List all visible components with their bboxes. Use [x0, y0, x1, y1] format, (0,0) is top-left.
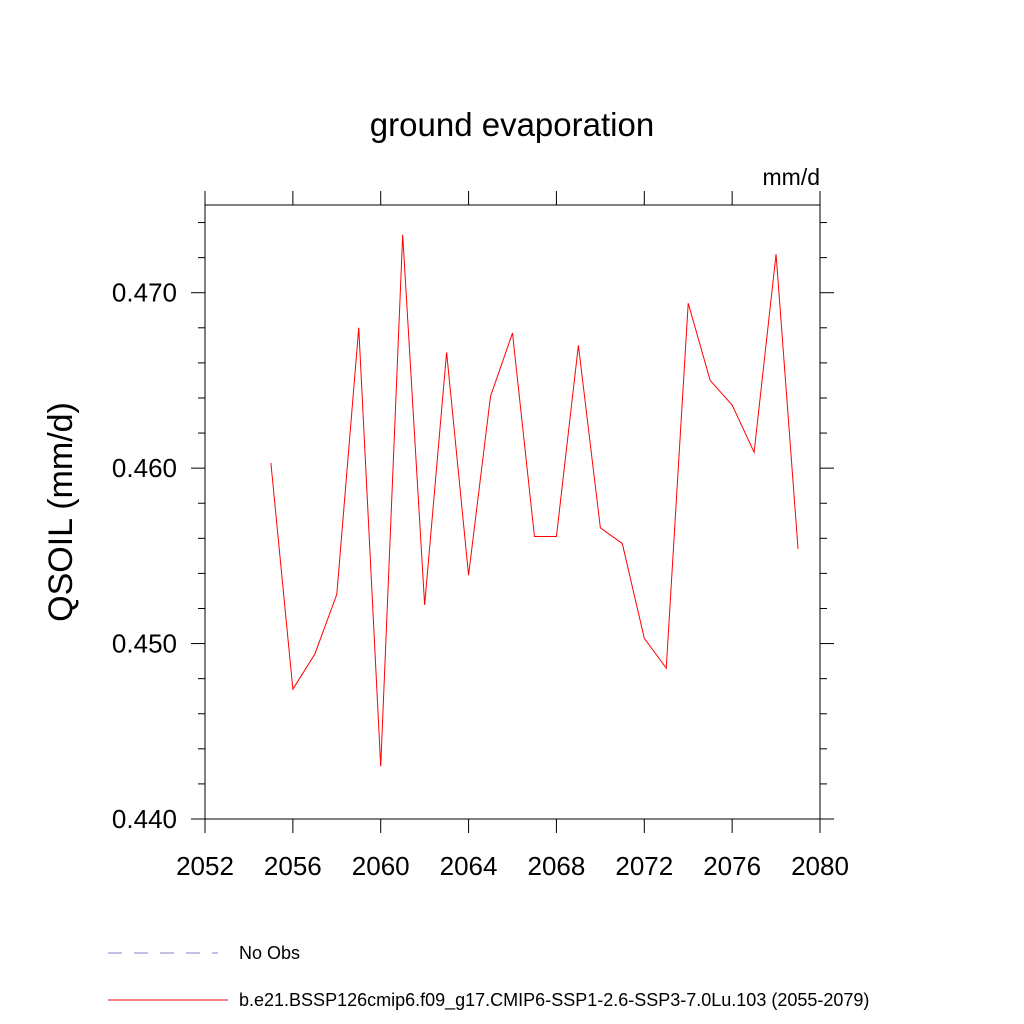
- chart-title: ground evaporation: [370, 106, 654, 143]
- x-tick-label: 2072: [615, 851, 673, 881]
- y-tick-label: 0.470: [112, 278, 177, 308]
- y-tick-label: 0.460: [112, 453, 177, 483]
- x-tick-label: 2060: [352, 851, 410, 881]
- legend: No Obs b.e21.BSSP126cmip6.f09_g17.CMIP6-…: [108, 943, 869, 1011]
- x-tick-label: 2056: [264, 851, 322, 881]
- y-tick-label: 0.450: [112, 629, 177, 659]
- axis-ticks: 2052 2056 2060 2064 2068 2072 2076 2080 0.440 0.4…: [112, 191, 849, 881]
- y-tick-label: 0.440: [112, 804, 177, 834]
- plot-frame: [204, 204, 821, 820]
- x-tick-label: 2052: [176, 851, 234, 881]
- legend-label-no-obs: No Obs: [239, 943, 300, 963]
- x-tick-label: 2068: [528, 851, 586, 881]
- x-tick-label: 2064: [440, 851, 498, 881]
- legend-label-model-run: b.e21.BSSP126cmip6.f09_g17.CMIP6-SSP1-2.…: [239, 990, 869, 1011]
- x-tick-label: 2076: [703, 851, 761, 881]
- x-tick-label: 2080: [791, 851, 849, 881]
- series-line: [270, 234, 799, 767]
- units-label: mm/d: [763, 164, 821, 190]
- series-layer: [270, 234, 799, 767]
- y-axis-label: QSOIL (mm/d): [42, 402, 80, 622]
